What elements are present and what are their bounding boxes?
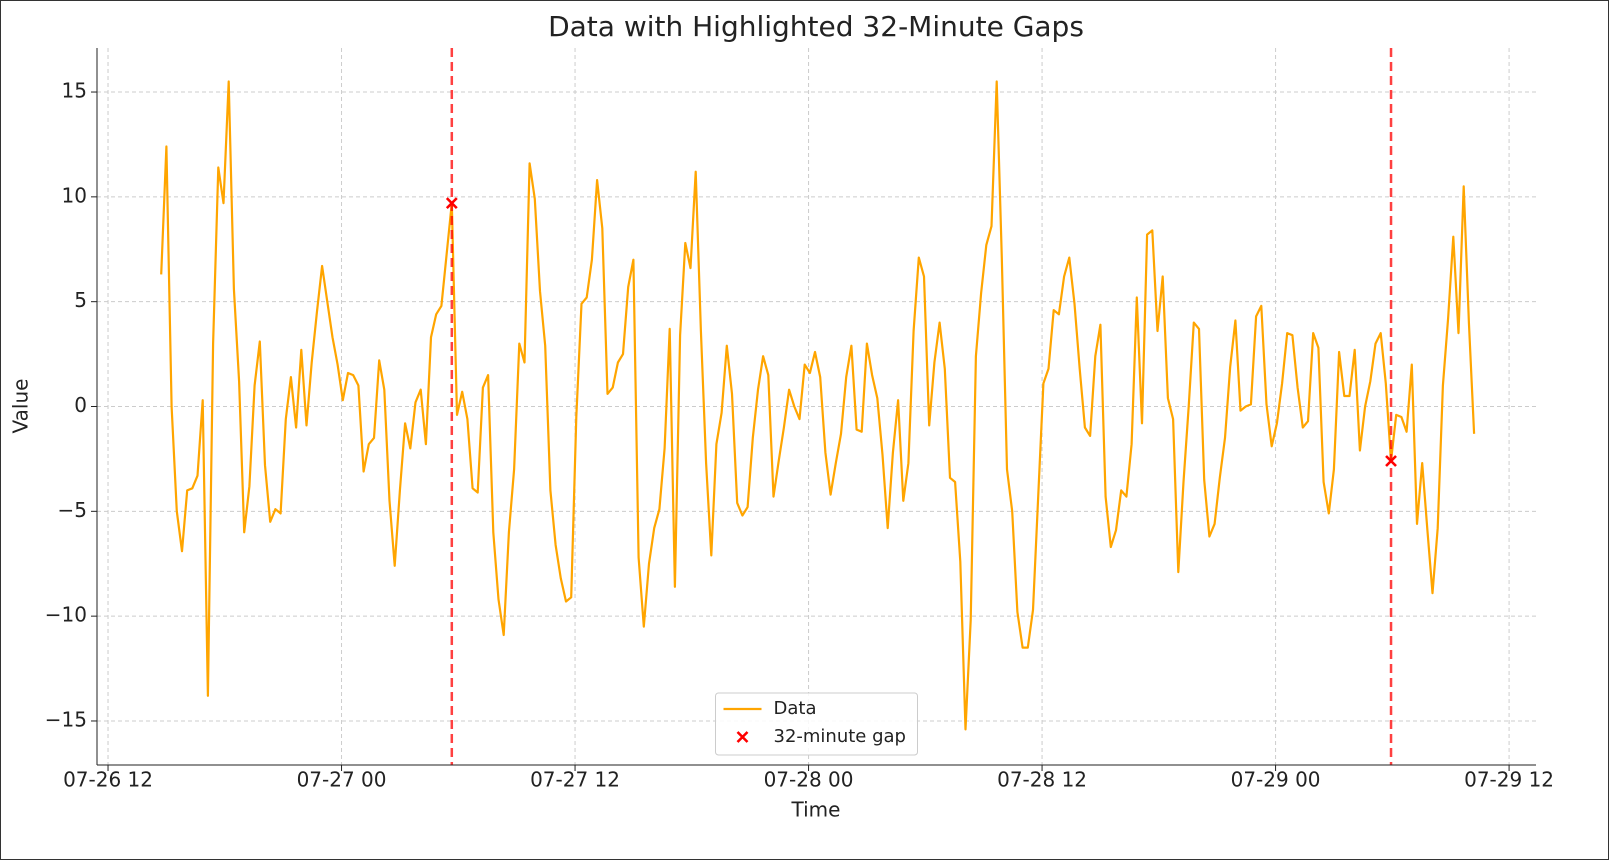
x-tick-label: 07-27 12 bbox=[530, 768, 620, 792]
plot bbox=[160, 48, 1476, 765]
legend-label: 32-minute gap bbox=[774, 726, 907, 747]
y-tick-label: 10 bbox=[62, 183, 87, 207]
y-tick-label: 15 bbox=[62, 79, 87, 103]
x-tick-label: 07-29 12 bbox=[1464, 768, 1554, 792]
x-tick-label: 07-28 12 bbox=[997, 768, 1087, 792]
data-line bbox=[160, 80, 1476, 731]
x-tick-label: 07-28 00 bbox=[764, 768, 854, 792]
x-tick-label: 07-26 12 bbox=[63, 768, 153, 792]
legend-label: Data bbox=[774, 698, 817, 719]
legend-swatch bbox=[736, 731, 749, 743]
chart-title: Data with Highlighted 32-Minute Gaps bbox=[548, 10, 1084, 43]
legend-box bbox=[715, 692, 918, 756]
y-tick-label: 5 bbox=[74, 288, 87, 312]
x-axis-label: Time bbox=[791, 798, 841, 822]
x-tick-label: 07-27 00 bbox=[297, 768, 387, 792]
y-tick-label: −15 bbox=[45, 707, 87, 731]
y-tick-label: −5 bbox=[58, 498, 87, 522]
gap-marker bbox=[1385, 455, 1397, 467]
y-tick-label: 0 bbox=[74, 393, 87, 417]
y-axis-label: Value bbox=[9, 379, 33, 434]
gap-marker bbox=[445, 197, 458, 210]
y-tick-label: −10 bbox=[45, 603, 87, 627]
legend: Data 32-minute gap bbox=[715, 692, 918, 756]
x-tick-label: 07-29 00 bbox=[1231, 768, 1321, 792]
